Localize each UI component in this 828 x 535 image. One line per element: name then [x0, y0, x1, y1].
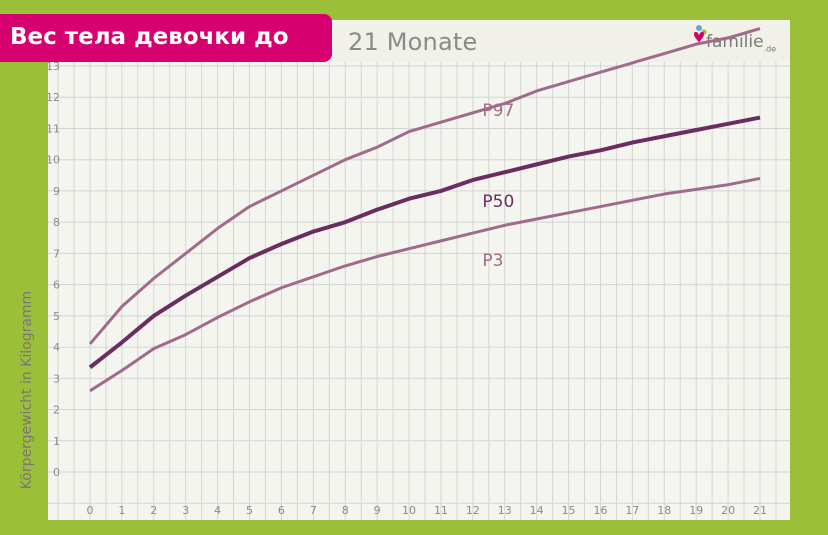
x-tick-label: 5	[246, 504, 253, 517]
x-tick-label: 12	[466, 504, 480, 517]
logo-text: familie.de	[706, 32, 777, 54]
series-label-p50: P50	[482, 192, 514, 212]
y-tick-label: 12	[46, 91, 60, 104]
overlay-caption-text: Вес тела девочки до	[10, 24, 289, 50]
y-tick-label: 13	[46, 60, 60, 73]
x-tick-label: 10	[402, 504, 416, 517]
y-tick-label: 8	[53, 216, 60, 229]
series-line-p97	[88, 27, 761, 345]
x-tick-label: 3	[182, 504, 189, 517]
logo-icon	[694, 25, 707, 43]
x-tick-label: 4	[214, 504, 221, 517]
x-tick-label: 1	[118, 504, 125, 517]
x-tick-label: 18	[657, 504, 671, 517]
y-tick-label: 2	[53, 404, 60, 417]
familie-logo: familie.de	[690, 24, 790, 56]
chart-title-fragment: 21 Monate	[348, 28, 478, 56]
series-line-p3	[89, 176, 761, 393]
grid-lines	[48, 62, 790, 520]
overlay-caption-banner: Вес тела девочки до	[0, 14, 332, 62]
series-label-p3: P3	[482, 251, 503, 271]
y-tick-label: 9	[53, 185, 60, 198]
y-tick-label: 1	[53, 435, 60, 448]
x-tick-label: 7	[310, 504, 317, 517]
right-frame	[790, 20, 828, 535]
y-tick-label: 4	[53, 341, 60, 354]
y-tick-label: 10	[46, 154, 60, 167]
x-tick-label: 16	[593, 504, 607, 517]
x-tick-label: 8	[342, 504, 349, 517]
y-tick-label: 6	[53, 279, 60, 292]
x-tick-label: 21	[753, 504, 767, 517]
y-axis-label: Körpergewicht in Kilogramm	[19, 291, 35, 489]
x-tick-label: 20	[721, 504, 735, 517]
x-tick-label: 19	[689, 504, 703, 517]
x-tick-label: 9	[374, 504, 381, 517]
x-tick-label: 11	[434, 504, 448, 517]
series-labels: P97 P50 P3	[482, 101, 514, 271]
y-tick-label: 3	[53, 372, 60, 385]
bottom-frame	[0, 520, 828, 535]
y-tick-label: 7	[53, 247, 60, 260]
x-tick-label: 6	[278, 504, 285, 517]
y-tick-label: 5	[53, 310, 60, 323]
x-tick-labels: 0 1 2 3 4 5 6 7 8 9 10 11 12 13 14 15 16 17 18 19 20 21	[87, 504, 768, 517]
x-tick-label: 15	[562, 504, 576, 517]
y-tick-label: 11	[46, 122, 60, 135]
y-tick-label: 0	[53, 466, 60, 479]
x-tick-label: 13	[498, 504, 512, 517]
x-tick-label: 14	[530, 504, 544, 517]
x-tick-label: 2	[150, 504, 157, 517]
plot-background	[48, 62, 790, 520]
x-tick-label: 17	[625, 504, 639, 517]
x-tick-label: 0	[87, 504, 94, 517]
series-line-p50	[88, 115, 761, 369]
series-lines	[88, 27, 761, 393]
series-label-p97: P97	[482, 101, 514, 121]
